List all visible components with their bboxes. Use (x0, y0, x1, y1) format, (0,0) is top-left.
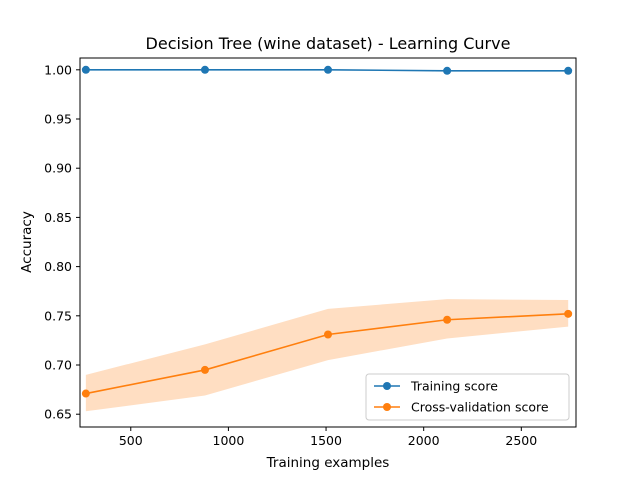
legend-label-0: Training score (410, 379, 498, 394)
series-1-point-0 (81, 389, 90, 398)
x-tick-label-0: 500 (119, 433, 143, 448)
x-tick-label-3: 2000 (408, 433, 440, 448)
chart-title: Decision Tree (wine dataset) - Learning … (146, 34, 511, 53)
series-0-point-1 (200, 65, 209, 74)
y-axis-label: Accuracy (19, 211, 35, 273)
series-0-point-0 (81, 65, 90, 74)
y-tick-label-7: 1.00 (44, 62, 72, 77)
series-1-point-4 (564, 309, 573, 318)
legend-marker-0 (383, 382, 391, 390)
legend-box (365, 373, 570, 421)
y-tick-label-2: 0.75 (44, 308, 72, 323)
series-0-point-4 (564, 66, 573, 75)
series-0-point-2 (324, 65, 332, 74)
y-tick-label-0: 0.65 (44, 407, 72, 422)
y-tick-label-3: 0.80 (44, 259, 72, 274)
y-tick-label-5: 0.90 (44, 161, 72, 176)
y-axis: 0.65 0.70 0.75 0.80 0.85 0.90 0.95 1.00 (44, 62, 80, 422)
x-axis-label: Training examples (266, 455, 390, 471)
plot-area (81, 65, 573, 412)
series-1-point-3 (443, 315, 452, 324)
legend-label-1: Cross-validation score (411, 400, 549, 415)
legend: Training score Cross-validation score (365, 373, 570, 421)
y-tick-label-1: 0.70 (44, 358, 72, 373)
series-band-1 (85, 299, 569, 412)
axes-frame (79, 57, 577, 428)
x-tick-label-1: 1000 (213, 433, 245, 448)
legend-marker-1 (383, 403, 391, 411)
y-tick-label-4: 0.85 (44, 210, 72, 225)
x-tick-label-4: 2500 (505, 433, 537, 448)
x-axis: 500 1000 1500 2000 2500 (119, 427, 537, 448)
series-1-point-1 (200, 365, 209, 374)
x-tick-label-2: 1500 (310, 433, 342, 448)
series-1-point-2 (324, 330, 332, 339)
y-tick-label-6: 0.95 (44, 112, 72, 127)
series-0-point-3 (443, 66, 452, 75)
